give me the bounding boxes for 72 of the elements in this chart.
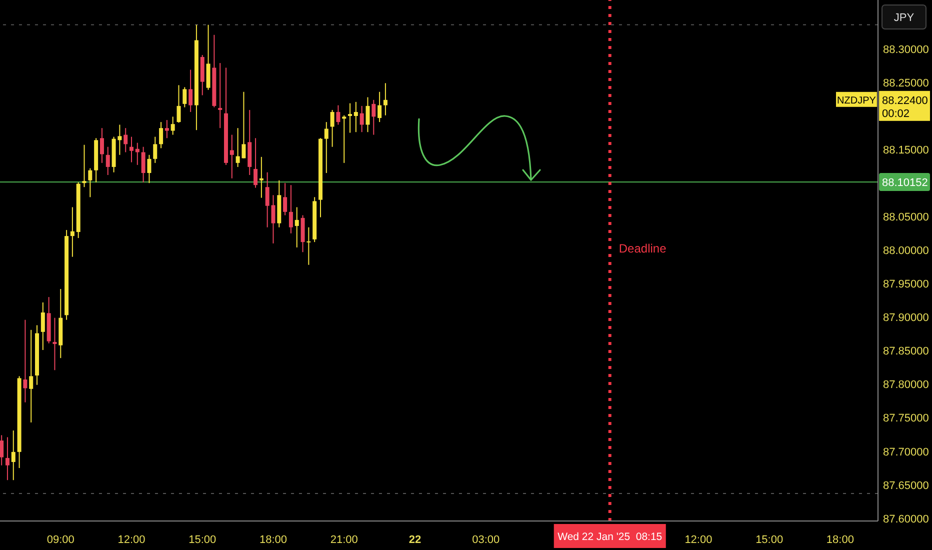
candlestick xyxy=(378,91,382,123)
ref-line-label: 88.10152 xyxy=(882,177,928,190)
y-tick-label: 87.90000 xyxy=(883,312,929,324)
candlestick xyxy=(366,96,370,133)
candlestick xyxy=(88,168,92,198)
y-tick-label: 87.70000 xyxy=(883,446,929,458)
candlestick xyxy=(40,302,45,351)
text: 00:02 xyxy=(882,108,910,120)
x-tick-label: 22 xyxy=(408,534,422,546)
candlestick xyxy=(153,136,158,164)
candlestick xyxy=(0,434,4,466)
candlestick xyxy=(294,206,299,248)
candlestick xyxy=(29,329,34,423)
candlestick xyxy=(259,156,264,198)
candlestick xyxy=(324,122,328,174)
candlestick xyxy=(330,109,334,148)
y-tick-label: 88.00000 xyxy=(883,245,929,258)
candlestick xyxy=(372,99,376,136)
candlestick xyxy=(23,319,28,403)
candlestick xyxy=(218,62,222,129)
candlestick xyxy=(348,102,352,134)
text: 88.22400 xyxy=(882,94,928,107)
y-tick-label: 87.60000 xyxy=(883,513,929,526)
y-tick-label: 87.95000 xyxy=(883,278,929,291)
candlestick xyxy=(336,104,340,126)
candlestick xyxy=(52,317,57,371)
candlestick xyxy=(141,146,146,183)
y-tick-label: 88.30000 xyxy=(883,44,929,56)
x-tick-label: 12:00 xyxy=(118,534,146,546)
candlestick xyxy=(383,82,388,116)
candlestick xyxy=(342,114,346,164)
text: Wed 22 Jan '25 08:15 xyxy=(558,531,662,543)
candlestick xyxy=(70,206,74,258)
y-tick-label: 87.75000 xyxy=(883,412,929,425)
candlestick xyxy=(360,105,364,133)
candlestick xyxy=(288,184,293,234)
candlestick xyxy=(147,154,152,184)
y-tick-label: 87.85000 xyxy=(883,346,929,358)
y-tick-label: 88.25000 xyxy=(883,77,929,90)
candlestick xyxy=(176,84,181,124)
text: JPY xyxy=(894,12,915,24)
candlestick xyxy=(182,86,187,108)
candlestick xyxy=(130,136,134,163)
candlestick xyxy=(100,128,104,164)
y-tick-label: 87.80000 xyxy=(883,379,929,392)
candlestick xyxy=(306,226,311,266)
candlestick xyxy=(354,101,358,133)
annotation: NZDJPY xyxy=(837,95,876,106)
y-tick-label: 88.15000 xyxy=(883,144,929,157)
candlestick xyxy=(283,182,288,216)
candlestick xyxy=(170,116,175,136)
candlestick xyxy=(5,436,10,481)
x-tick-label: 21:00 xyxy=(330,534,358,546)
ref-line-label: Deadline xyxy=(618,242,667,256)
x-tick-label: 09:00 xyxy=(46,534,74,546)
candlestick xyxy=(230,134,234,179)
candlestick xyxy=(82,144,86,188)
y-tick-label: 88.05000 xyxy=(883,212,929,224)
y-tick-label: 87.65000 xyxy=(883,480,929,492)
x-tick-label: 18:00 xyxy=(826,534,854,546)
x-tick-label: 03:00 xyxy=(472,534,500,546)
candlestick xyxy=(159,122,164,149)
x-tick-label: 12:00 xyxy=(684,534,712,546)
candlestick xyxy=(11,430,16,481)
x-tick-label: 15:00 xyxy=(188,534,216,546)
candlestick xyxy=(254,138,258,188)
x-tick-label: 15:00 xyxy=(756,534,784,546)
candlestick xyxy=(106,146,110,176)
candlestick xyxy=(164,120,169,139)
x-tick-label: 18:00 xyxy=(259,534,288,546)
candlestick xyxy=(188,69,193,112)
candlestick xyxy=(124,128,128,153)
